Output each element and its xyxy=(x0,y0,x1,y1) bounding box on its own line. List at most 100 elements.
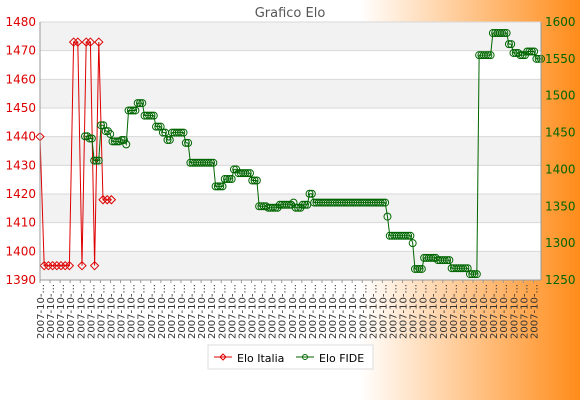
x-tick-label: 2007-10-... xyxy=(177,284,188,339)
data-point-elo-fide xyxy=(133,99,142,108)
x-tick-label: 2007-10-... xyxy=(137,284,148,339)
x-tick-label: 2007-10-... xyxy=(308,284,319,339)
x-tick-label: 2007-10-... xyxy=(318,284,329,339)
x-tick-label: 2007-10-... xyxy=(237,284,248,339)
data-point-elo-fide xyxy=(225,175,234,184)
data-point-elo-fide xyxy=(241,169,250,178)
x-tick-label: 2007-10-... xyxy=(46,284,57,339)
data-point-elo-fide xyxy=(284,200,293,209)
data-point-elo-fide xyxy=(250,176,259,185)
data-point-elo-fide xyxy=(223,175,232,184)
data-point-elo-fide xyxy=(502,29,511,38)
data-point-elo-fide xyxy=(243,169,252,178)
series-layer xyxy=(35,29,545,279)
data-point-elo-fide xyxy=(94,156,103,165)
data-point-elo-fide xyxy=(122,140,131,149)
y-left-tick-label: 1480 xyxy=(5,15,36,29)
x-tick-label: 2007-10-... xyxy=(76,284,87,339)
x-tick-label: 2007-10-... xyxy=(509,284,520,339)
data-point-elo-fide xyxy=(154,122,163,131)
data-point-elo-fide xyxy=(303,200,312,209)
x-tick-label: 2007-10-... xyxy=(479,284,490,339)
data-point-elo-fide xyxy=(401,231,410,240)
legend-box xyxy=(207,344,374,370)
data-point-elo-fide xyxy=(181,138,190,147)
legend[interactable]: Elo Italia Elo FIDE xyxy=(207,344,374,370)
data-point-elo-italia xyxy=(73,37,83,47)
data-point-elo-fide xyxy=(427,253,436,262)
data-point-elo-fide xyxy=(298,200,307,209)
data-point-elo-fide xyxy=(87,134,96,143)
data-point-elo-fide xyxy=(486,51,495,60)
data-point-elo-fide xyxy=(459,264,468,273)
y-right-tick-label: 1300 xyxy=(545,236,576,250)
data-point-elo-fide xyxy=(177,128,186,137)
data-point-elo-italia xyxy=(56,260,66,271)
data-point-elo-italia xyxy=(98,195,108,205)
data-point-elo-italia xyxy=(47,260,58,271)
data-point-elo-fide xyxy=(268,203,277,212)
x-tick-label: 2007-10-... xyxy=(419,284,430,339)
x-tick-label: 2007-10-... xyxy=(157,284,168,339)
x-tick-label: 2007-10-... xyxy=(439,284,450,339)
y-right-tick-label: 1550 xyxy=(545,52,576,66)
x-tick-label: 2007-10-... xyxy=(469,284,480,339)
x-tick-label: 2007-10-... xyxy=(127,284,138,339)
x-tick-label: 2007-10-... xyxy=(368,284,379,339)
x-tick-label: 2007-10-... xyxy=(358,284,369,339)
data-point-elo-fide xyxy=(383,212,392,221)
x-tick-label: 2007-10-... xyxy=(147,284,158,339)
data-point-elo-fide xyxy=(498,29,507,38)
x-tick-label: 2007-10-... xyxy=(409,284,420,339)
data-point-elo-fide xyxy=(117,135,126,144)
y-left-tick-label: 1430 xyxy=(5,158,36,172)
x-tick-label: 2007-10-... xyxy=(197,284,208,339)
y-right-tick-label: 1500 xyxy=(545,89,576,103)
data-point-elo-fide xyxy=(282,200,291,209)
data-point-elo-italia xyxy=(102,195,112,205)
y-left-tick-label: 1420 xyxy=(5,187,36,201)
data-point-elo-fide xyxy=(85,134,94,143)
data-point-elo-fide xyxy=(126,106,135,115)
plot-band xyxy=(40,136,541,166)
data-point-elo-fide xyxy=(482,51,491,60)
data-point-elo-fide xyxy=(504,40,513,49)
data-point-elo-fide xyxy=(90,156,99,165)
data-point-elo-fide xyxy=(443,256,452,265)
data-point-elo-fide xyxy=(472,270,481,279)
data-point-elo-fide xyxy=(135,99,144,108)
y-right-tick-label: 1600 xyxy=(545,15,576,29)
data-point-elo-fide xyxy=(158,128,167,137)
data-point-elo-fide xyxy=(245,169,254,178)
data-point-elo-fide xyxy=(413,264,422,273)
data-point-elo-fide xyxy=(525,47,534,56)
x-tick-label: 2007-10-... xyxy=(187,284,198,339)
x-tick-label: 2007-10-... xyxy=(227,284,238,339)
data-point-elo-italia xyxy=(64,260,75,271)
data-point-elo-fide xyxy=(408,239,417,248)
data-point-elo-fide xyxy=(406,231,415,240)
y-right-tick-label: 1250 xyxy=(545,273,576,287)
data-point-elo-fide xyxy=(500,29,509,38)
data-point-elo-fide xyxy=(81,132,89,141)
x-tick-label: 2007-10-... xyxy=(106,284,117,339)
x-tick-label: 2007-10-... xyxy=(258,284,269,339)
data-point-elo-fide xyxy=(207,158,216,167)
data-point-elo-fide xyxy=(145,111,154,120)
data-point-elo-fide xyxy=(527,47,536,56)
x-tick-label: 2007-10-... xyxy=(338,284,349,339)
data-point-elo-fide xyxy=(415,264,424,273)
y-left-tick-label: 1470 xyxy=(5,44,36,58)
axes: 1390 1400 1410 1420 1430 1440 1450 1460 1470 1480… xyxy=(5,15,575,339)
data-point-elo-italia xyxy=(81,37,91,47)
data-point-elo-fide xyxy=(138,99,147,108)
data-point-elo-fide xyxy=(97,121,106,130)
data-point-elo-fide xyxy=(534,54,543,63)
data-point-elo-fide xyxy=(163,135,172,144)
data-point-elo-fide xyxy=(470,270,479,279)
x-tick-label: 2007-10-... xyxy=(56,284,67,339)
data-point-elo-italia xyxy=(77,260,87,271)
x-tick-label: 2007-10-... xyxy=(348,284,359,339)
